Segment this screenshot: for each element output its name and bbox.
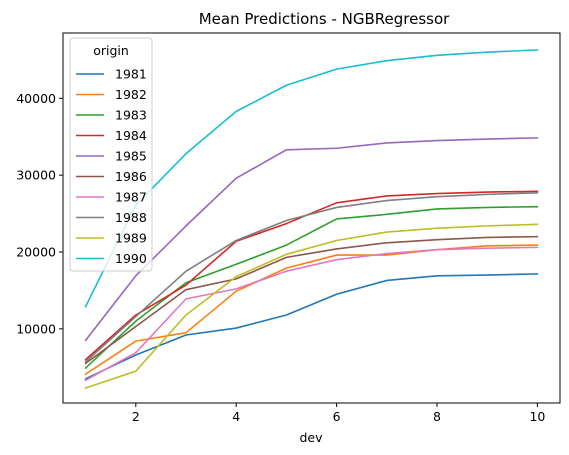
legend-entries: 1981 1982 1983 1984 1985 1986 1987 1988 1989 1990 [76,67,147,266]
series-line-1982 [84,244,539,376]
series-line-1987 [84,246,539,382]
y-tick-label: 10000 [16,321,56,336]
chart-title: Mean Predictions - NGBRegressor [199,10,450,28]
x-axis-label: dev [299,430,323,445]
series-line-1983 [84,205,539,370]
legend-box [69,37,153,272]
legend-label-1984: 1984 [115,128,147,143]
x-tick-label: 8 [433,409,441,424]
x-axis-ticks: 2 4 6 8 10 [132,403,545,424]
y-axis-ticks: 10000 20000 30000 40000 [16,91,63,336]
x-tick-label: 4 [232,409,240,424]
series-line-1988 [84,192,539,364]
x-tick-label: 10 [529,409,545,424]
plot-lines [84,49,539,390]
legend-label-1982: 1982 [115,87,147,102]
x-tick-label: 6 [333,409,341,424]
series-line-1981 [84,273,539,380]
legend-title: origin [93,43,129,58]
legend-label-1990: 1990 [115,251,147,266]
x-tick-label: 2 [132,409,140,424]
legend-label-1986: 1986 [115,169,147,184]
y-tick-label: 30000 [16,168,56,183]
legend-label-1988: 1988 [115,210,147,225]
legend: origin 198119821983198419851986198719881… [69,37,153,272]
legend-label-1987: 1987 [115,190,147,205]
series-line-1990 [84,49,539,308]
legend-label-1985: 1985 [115,149,147,164]
series-line-1985 [84,137,539,342]
series-line-1986 [84,235,539,365]
axes-frame [62,32,561,404]
legend-label-1983: 1983 [115,108,147,123]
legend-label-1989: 1989 [115,231,147,246]
series-line-1989 [84,223,539,390]
legend-label-1981: 1981 [115,67,147,82]
y-tick-label: 40000 [16,91,56,106]
y-tick-label: 20000 [16,245,56,260]
